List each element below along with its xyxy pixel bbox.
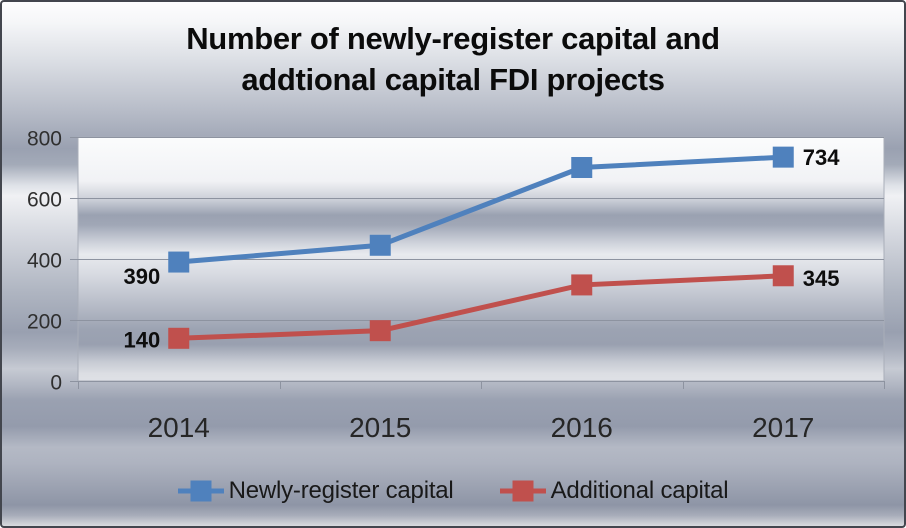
legend-marker-icon bbox=[177, 480, 224, 502]
y-axis-tick-label: 200 bbox=[27, 311, 62, 334]
legend-item: Additional capital bbox=[499, 477, 729, 505]
y-axis-tick-label: 600 bbox=[27, 189, 62, 212]
chart-title-line2: addtional capital FDI projects bbox=[241, 62, 665, 97]
data-point-marker bbox=[571, 274, 593, 296]
data-point-marker bbox=[571, 157, 593, 178]
legend-marker-icon bbox=[499, 480, 546, 502]
x-axis-category-label: 2016 bbox=[551, 412, 613, 443]
legend-label: Additional capital bbox=[550, 477, 729, 504]
y-axis-tick-label: 400 bbox=[27, 250, 62, 273]
data-point-label: 345 bbox=[803, 266, 840, 291]
x-axis-category-label: 2017 bbox=[752, 412, 814, 443]
y-axis-tick-label: 0 bbox=[50, 372, 62, 395]
data-point-marker bbox=[168, 327, 190, 349]
data-point-marker bbox=[772, 265, 794, 287]
data-point-marker bbox=[772, 146, 794, 168]
legend: Newly-register capital Additional capital bbox=[2, 473, 904, 509]
y-axis-tick-label: 800 bbox=[27, 128, 62, 151]
legend-item: Newly-register capital bbox=[177, 477, 454, 505]
data-point-label: 390 bbox=[124, 264, 161, 289]
data-point-marker bbox=[369, 320, 391, 342]
data-point-label: 734 bbox=[803, 145, 840, 170]
chart-title-line1: Number of newly-register capital and bbox=[186, 21, 720, 56]
x-axis-category-label: 2015 bbox=[349, 412, 411, 443]
data-point-marker bbox=[369, 234, 391, 256]
chart-title: Number of newly-register capital and add… bbox=[2, 18, 904, 100]
x-axis-category-label: 2014 bbox=[148, 412, 210, 443]
data-point-label: 140 bbox=[124, 327, 161, 352]
legend-label: Newly-register capital bbox=[228, 477, 454, 504]
series-line bbox=[178, 273, 784, 341]
series-line bbox=[178, 154, 784, 265]
data-point-marker bbox=[168, 251, 190, 273]
